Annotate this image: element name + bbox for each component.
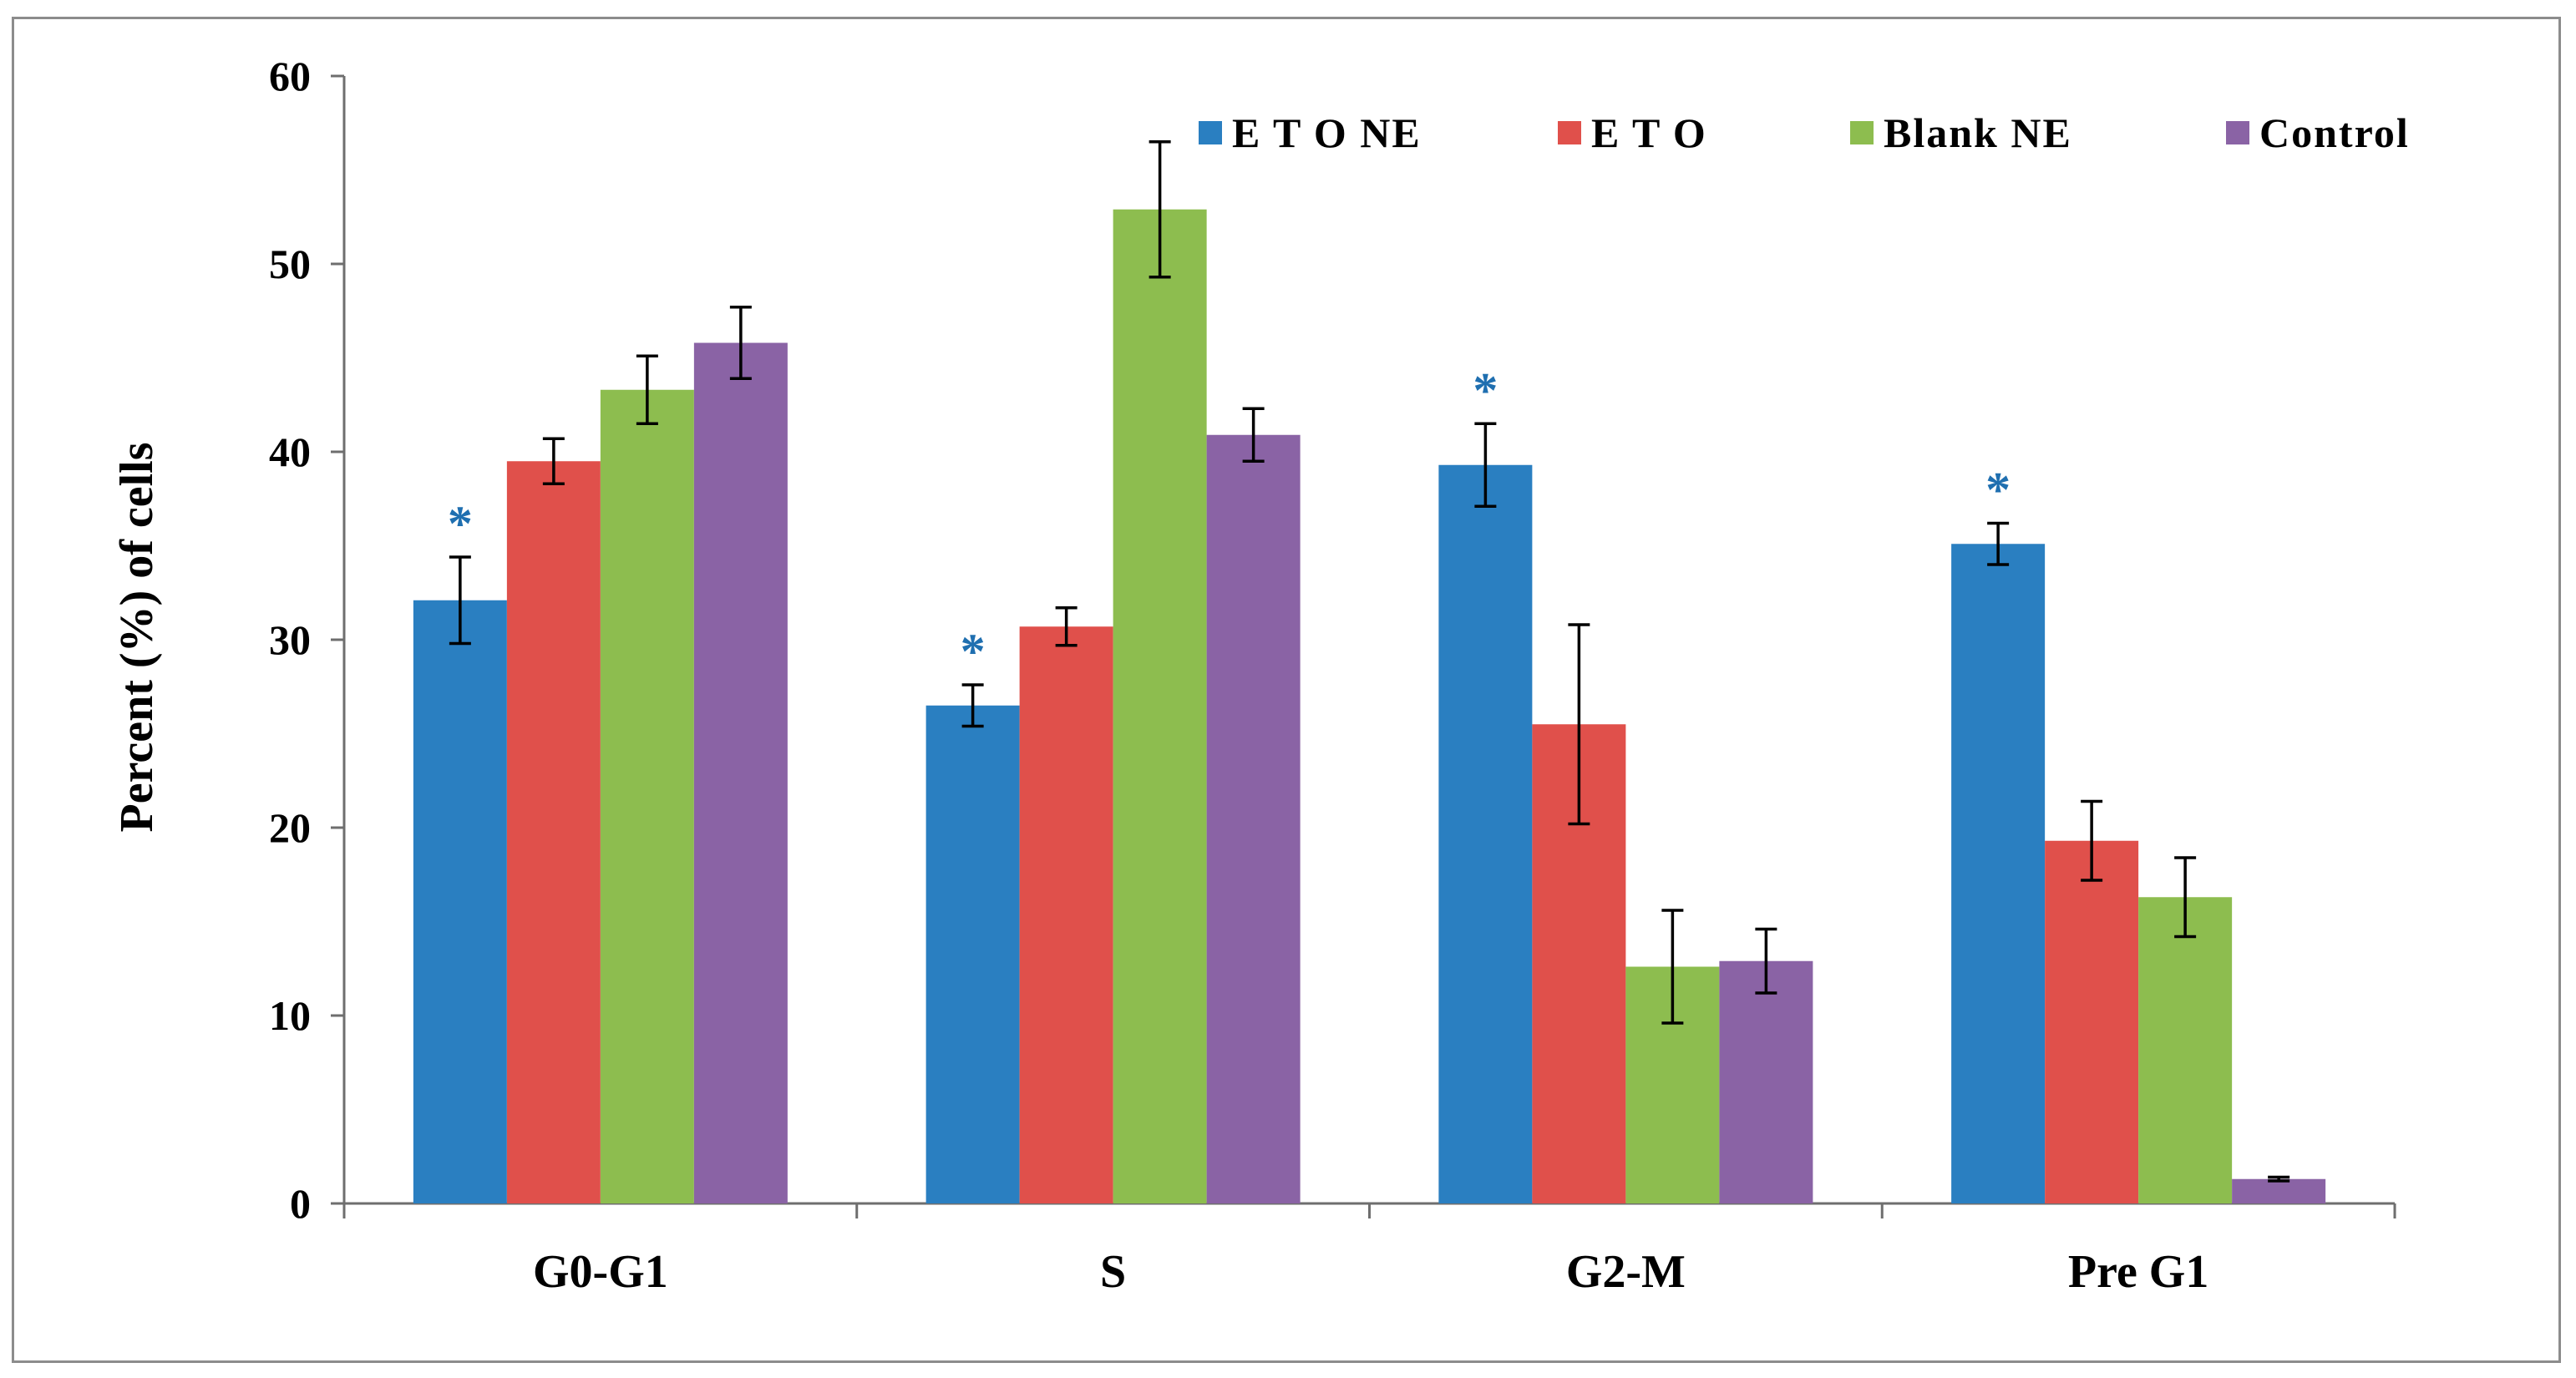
- bar: [693, 342, 788, 1203]
- bar: [1719, 960, 1813, 1203]
- legend-swatch: [1850, 121, 1874, 144]
- bar: [1206, 434, 1301, 1203]
- legend-swatch: [1558, 121, 1581, 144]
- x-category-label: Pre G1: [2068, 1246, 2208, 1298]
- legend: E T O NE E T O Blank NE Control: [1199, 109, 2410, 156]
- significance-marker: *: [448, 496, 473, 551]
- y-tick-label: 20: [269, 804, 311, 851]
- y-tick-label: 0: [290, 1180, 311, 1227]
- legend-swatch: [1199, 121, 1222, 144]
- y-tick-label: 30: [269, 616, 311, 663]
- y-axis-title: Percent (%) of cells: [111, 443, 163, 833]
- x-category-label: G2-M: [1566, 1246, 1686, 1298]
- bar: [413, 600, 507, 1203]
- bar: [600, 389, 694, 1203]
- bar: [2232, 1178, 2326, 1203]
- bar: [1113, 209, 1207, 1203]
- legend-swatch: [2226, 121, 2249, 144]
- significance-marker: *: [1985, 463, 2011, 518]
- legend-label: E T O NE: [1232, 109, 1422, 156]
- bar: [2045, 840, 2139, 1203]
- y-axis-title-group: Percent (%) of cells: [111, 443, 163, 833]
- bar: [506, 461, 601, 1203]
- bar: [2138, 897, 2233, 1203]
- x-category-label: S: [1100, 1246, 1126, 1298]
- bar: [1019, 626, 1113, 1203]
- significance-marker: *: [1473, 362, 1498, 418]
- error-bars: [449, 140, 2290, 1183]
- x-category-label: G0-G1: [533, 1246, 668, 1298]
- axes: 0 10 20 30 40 50 60 G0-G1 S G2-M Pre G1: [269, 53, 2396, 1298]
- legend-label: E T O: [1591, 109, 1707, 156]
- bars: [413, 209, 2326, 1203]
- legend-label: Control: [2259, 109, 2410, 156]
- bar-chart: Percent (%) of cells 0 10 20 30 40 50 60 G0-G1 S…: [111, 53, 2410, 1298]
- significance-marker: *: [961, 624, 986, 679]
- y-tick-label: 50: [269, 241, 311, 287]
- chart-frame: Percent (%) of cells 0 10 20 30 40 50 60 G0-G1 S…: [12, 17, 2561, 1363]
- bar: [1951, 544, 2046, 1203]
- bar: [1438, 464, 1533, 1203]
- y-tick-label: 40: [269, 428, 311, 475]
- annotations: * * * *: [448, 362, 2011, 679]
- y-tick-label: 10: [269, 992, 311, 1039]
- bar: [925, 705, 1020, 1203]
- legend-label: Blank NE: [1884, 109, 2072, 156]
- y-tick-label: 60: [269, 53, 311, 99]
